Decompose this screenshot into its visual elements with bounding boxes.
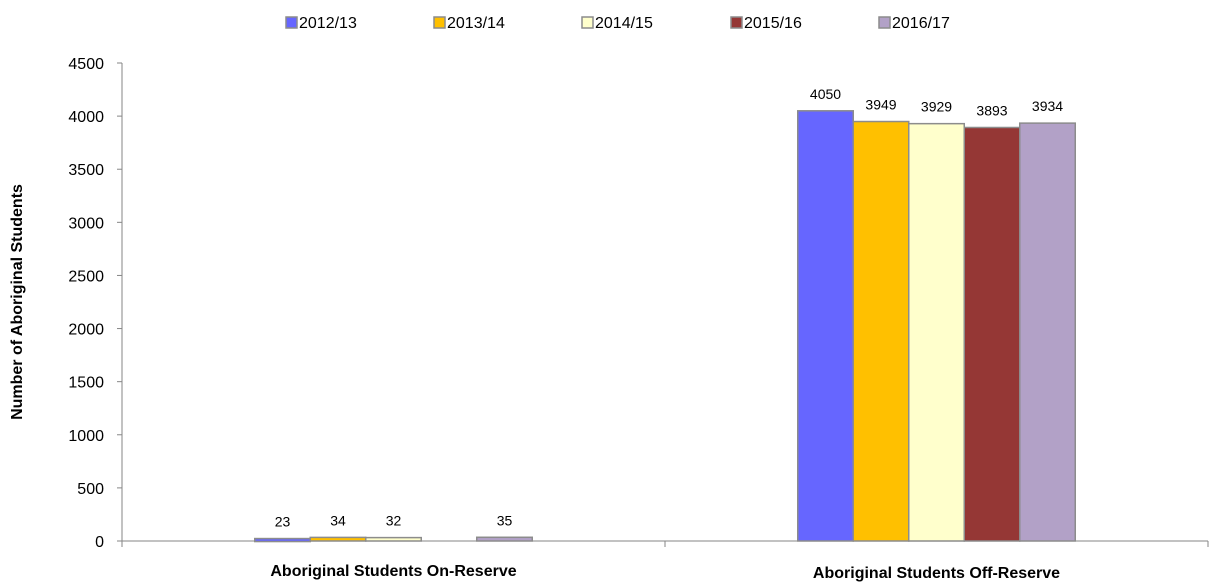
data-label: 3949 [865, 97, 896, 113]
x-axis: Aboriginal Students On-Reserve Aboriginal… [121, 540, 1209, 582]
legend-swatch [285, 16, 298, 29]
y-tick-label: 1000 [68, 428, 104, 445]
legend: 2012/13 2013/14 2014/15 2015/16 2016/17 [285, 15, 950, 32]
data-label: 3893 [976, 102, 1007, 118]
y-tick-label: 4500 [68, 56, 104, 73]
data-label: 35 [497, 512, 513, 528]
y-tick-label: 3500 [68, 162, 104, 179]
data-label: 3934 [1032, 98, 1063, 114]
x-category-label: Aboriginal Students Off-Reserve [813, 565, 1060, 582]
bar-2012-13-off-reserve [797, 110, 854, 542]
data-label: 23 [275, 514, 291, 530]
data-label: 4050 [810, 86, 841, 102]
y-axis-title: Number of Aboriginal Students [9, 184, 26, 420]
y-tick-label: 500 [77, 481, 104, 498]
bar-2016-17-off-reserve [1019, 122, 1076, 542]
y-tick-label: 1500 [68, 375, 104, 392]
y-tick-label: 4000 [68, 109, 104, 126]
legend-label: 2016/17 [892, 15, 950, 32]
legend-swatch [878, 16, 891, 29]
bar-2014-15-on-reserve [365, 536, 422, 542]
legend-swatch [730, 16, 743, 29]
bar-2014-15-off-reserve [908, 122, 965, 542]
y-tick-label: 2500 [68, 268, 104, 285]
data-label: 32 [386, 513, 402, 529]
bar-2012-13-on-reserve [254, 537, 311, 543]
legend-label: 2015/16 [744, 15, 802, 32]
legend-swatch [433, 16, 446, 29]
bar-2016-17-on-reserve [476, 536, 533, 542]
data-label: 3929 [921, 99, 952, 115]
bar-2013-14-off-reserve [852, 120, 910, 542]
data-label: 34 [330, 512, 346, 528]
y-tick-label: 3000 [68, 215, 104, 232]
bar-2013-14-on-reserve [309, 536, 367, 542]
bar-2015-16-off-reserve [963, 126, 1021, 542]
y-tick-label: 0 [95, 534, 104, 551]
data-labels: 23 34 32 35 4050 3949 3929 3893 3934 [275, 86, 1064, 530]
bars [254, 110, 1076, 543]
y-tick-label: 2000 [68, 322, 104, 339]
legend-swatch [581, 16, 594, 29]
legend-label: 2014/15 [595, 15, 653, 32]
legend-label: 2012/13 [299, 15, 357, 32]
x-category-label: Aboriginal Students On-Reserve [270, 563, 516, 580]
legend-label: 2013/14 [447, 15, 505, 32]
y-axis: 0 500 1000 1500 2000 2500 3000 3500 4000 4500 [68, 56, 123, 551]
